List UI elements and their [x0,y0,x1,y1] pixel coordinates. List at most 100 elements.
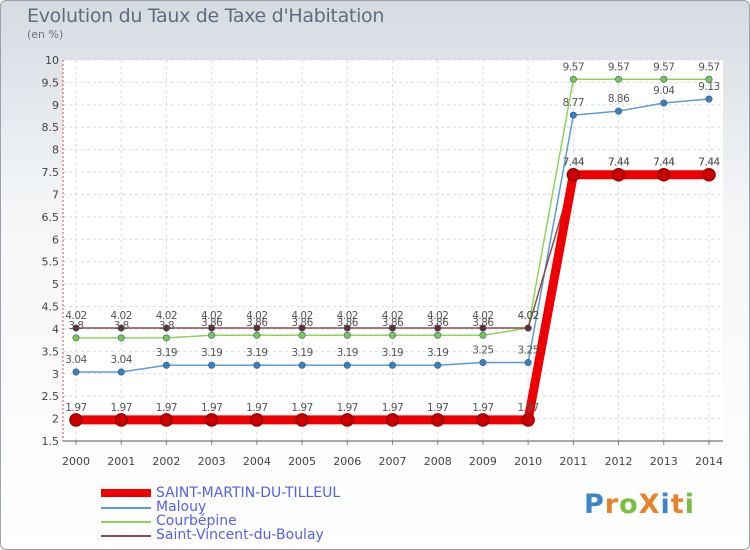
data-label: 3.04 [65,354,87,366]
data-point [434,331,442,339]
data-point [208,331,216,339]
data-point [72,324,80,332]
data-point [569,75,577,83]
data-label: 7.44 [698,157,720,169]
data-point [250,413,264,427]
y-tick-label: 7 [52,188,59,201]
data-label: 4.02 [65,310,86,322]
data-label: 3.86 [427,317,449,329]
legend-label: Malouy [156,499,207,515]
data-point [615,107,623,115]
data-point [343,361,351,369]
data-point [253,361,261,369]
data-point [298,331,306,339]
data-point [385,413,400,427]
data-label: 4.02 [246,310,267,322]
data-label: 3.86 [472,317,494,329]
legend-label: SAINT-MARTIN-DU-TILLEUL [156,485,341,501]
data-point [476,413,490,427]
data-point [204,413,219,427]
data-label: 4.02 [156,310,177,322]
data-point [430,413,445,427]
data-label: 3.25 [517,345,538,357]
data-point [343,324,351,332]
data-point [705,95,713,103]
data-label: 1.97 [201,402,222,414]
data-point [295,413,309,427]
data-label: 4.02 [111,310,132,322]
data-label: 3.19 [427,347,448,359]
data-point [69,413,83,427]
data-point [479,359,487,367]
x-tick-label: 2000 [62,455,90,468]
data-point [72,368,80,376]
x-tick-label: 2007 [379,455,407,468]
y-tick-label: 8 [52,144,59,157]
x-tick-label: 2002 [152,455,180,468]
y-tick-label: 3 [52,368,59,381]
y-tick-label: 9 [52,99,59,112]
data-label: 3.19 [337,347,358,359]
data-point [114,413,128,427]
x-tick-label: 2008 [424,455,452,468]
x-tick-label: 2011 [559,455,587,468]
data-point [388,324,396,332]
data-point [479,324,487,332]
data-label: 8.77 [563,97,584,109]
data-point [388,361,396,369]
data-label: 1.97 [246,402,267,414]
y-tick-label: 4.5 [42,301,60,314]
data-label: 4.02 [201,310,222,322]
data-point [162,361,170,369]
y-tick-label: 10 [45,54,59,67]
data-label: 3.8 [68,320,83,332]
data-point [162,334,170,342]
data-label: 3.19 [246,347,267,359]
data-label: 1.97 [382,402,403,414]
y-tick-label: 9.5 [42,76,60,89]
data-point [434,324,442,332]
data-point [660,75,668,83]
data-label: 3.19 [156,347,177,359]
data-labels: 1.97 1.97 1.97 1.97 1.97 1.97 1.97 1.97 1.97 1.97… [65,61,721,414]
data-point [702,167,716,182]
y-tick-label: 5.5 [42,256,60,269]
legend-item: Saint-Vincent-du-Boulay [101,527,381,543]
data-label: 9.57 [563,61,584,73]
legend-label: Saint-Vincent-du-Boulay [156,527,324,543]
data-label: 4.02 [517,310,538,322]
logo-letter: t [670,489,685,520]
data-label: 7.44 [563,157,585,169]
data-label: 3.8 [114,320,129,332]
data-point [388,331,396,339]
data-point [660,99,668,107]
logo-letter: o [619,489,639,520]
logo-letter: i [684,489,695,520]
x-tick-label: 2009 [469,455,497,468]
data-point [524,359,532,367]
data-point [208,324,216,332]
x-tick-label: 2005 [288,455,316,468]
data-label: 7.44 [563,157,585,169]
x-tick-label: 2004 [243,455,271,468]
data-label: 1.97 [65,402,86,414]
data-label: 1.97 [337,402,358,414]
data-label: 3.19 [382,347,403,359]
x-tick-label: 2013 [650,455,678,468]
data-label: 1.97 [517,402,538,414]
x-tick-label: 2003 [198,455,226,468]
y-tick-label: 6.5 [42,211,60,224]
data-point [434,361,442,369]
x-tick-label: 2014 [695,455,723,468]
data-point [298,324,306,332]
legend-item: Malouy [101,499,381,515]
data-label: 7.44 [698,157,720,169]
data-label: 9.04 [653,85,675,97]
data-label: 7.44 [608,157,630,169]
data-point [611,167,626,182]
data-label: 3.04 [111,354,133,366]
data-label: 4.02 [291,310,312,322]
chart-title: Evolution du Taux de Taxe d'Habitation [27,5,385,27]
data-point [705,75,713,83]
